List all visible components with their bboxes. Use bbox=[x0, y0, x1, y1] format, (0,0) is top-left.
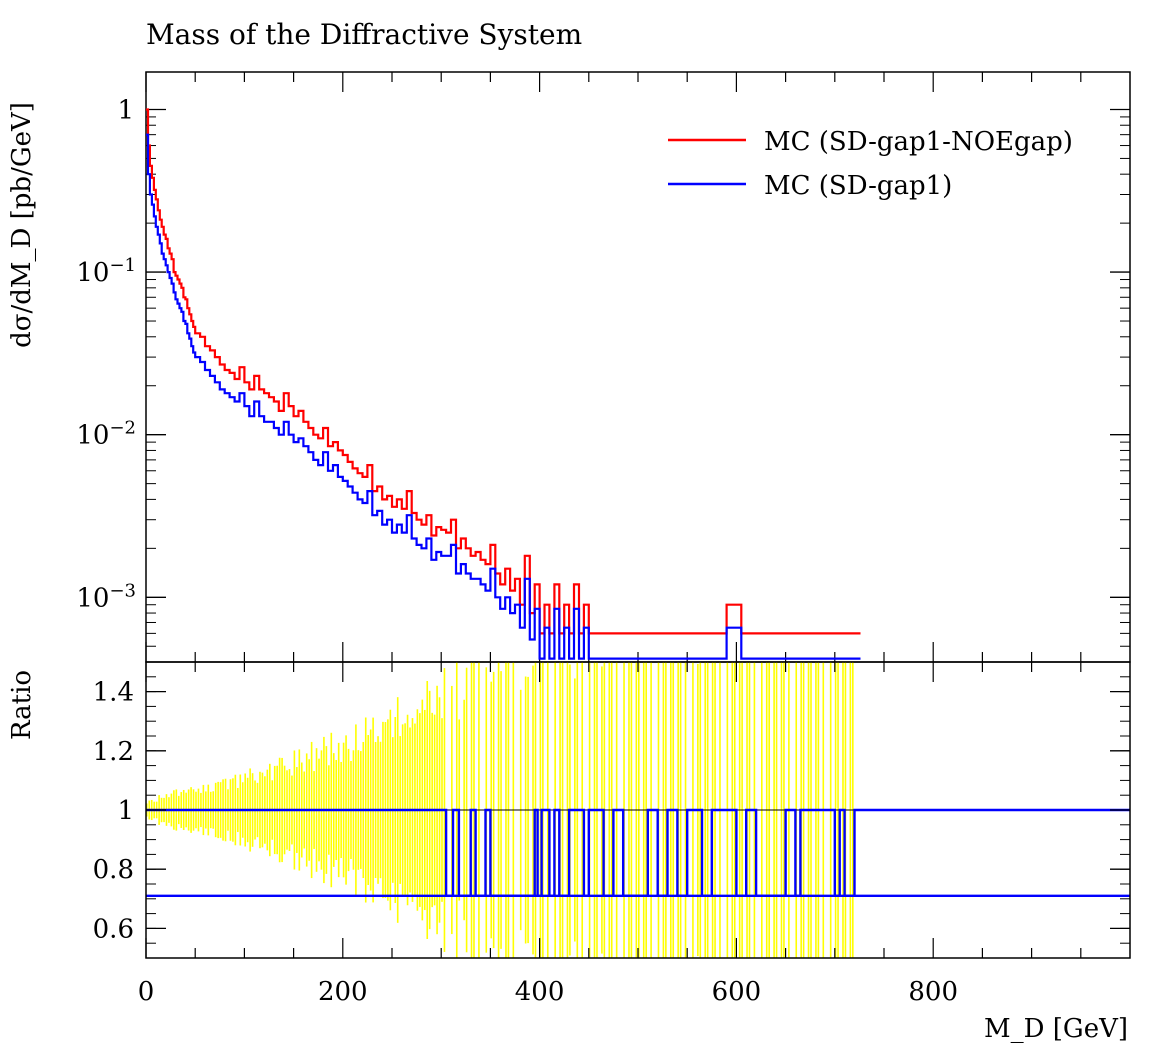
lower-y-tick-label: 1.2 bbox=[93, 737, 134, 767]
lower-y-tick-label: 0.6 bbox=[93, 914, 134, 944]
x-tick-label: 400 bbox=[515, 977, 565, 1007]
lower-ticks: 0.6 0.8 1 1.2 1.4 0 200 400 600 800 bbox=[93, 662, 1130, 1007]
upper-plot-frame bbox=[145, 71, 1131, 663]
upper-series bbox=[146, 108, 861, 660]
upper-y-tick-label: 10−2 bbox=[76, 418, 136, 451]
lower-panel: 0.6 0.8 1 1.2 1.4 0 200 400 600 800 Ratio M_D [Ge… bbox=[7, 661, 1131, 1044]
lower-series bbox=[146, 808, 1130, 897]
series-sd-gap1 bbox=[146, 133, 861, 660]
lower-y-axis-label: Ratio bbox=[7, 670, 37, 740]
x-tick-label: 0 bbox=[138, 977, 155, 1007]
lower-y-tick-label: 1.4 bbox=[93, 678, 134, 708]
lower-y-tick-label: 0.8 bbox=[93, 855, 134, 885]
series-sd-gap1-noegap bbox=[146, 108, 861, 635]
ratio-series-step bbox=[146, 808, 1130, 897]
legend-label-red: MC (SD-gap1-NOEgap) bbox=[764, 127, 1073, 157]
legend: MC (SD-gap1-NOEgap) MC (SD-gap1) bbox=[668, 127, 1073, 201]
x-tick-label: 200 bbox=[318, 977, 368, 1007]
upper-panel: 1 10−1 10−2 10−3 dσ/dM_D [pb/GeV] bbox=[7, 71, 1131, 663]
upper-y-ticks: 1 10−1 10−2 10−3 bbox=[76, 72, 1130, 663]
legend-label-blue: MC (SD-gap1) bbox=[764, 171, 952, 201]
upper-y-tick-label: 10−3 bbox=[76, 580, 136, 613]
upper-y-tick-label: 10−1 bbox=[76, 255, 136, 288]
lower-y-tick-label: 1 bbox=[117, 796, 134, 826]
x-tick-label: 600 bbox=[712, 977, 762, 1007]
x-axis-label: M_D [GeV] bbox=[984, 1014, 1128, 1044]
chart-title: Mass of the Diffractive System bbox=[146, 18, 582, 51]
upper-y-tick-label: 1 bbox=[117, 95, 134, 125]
x-tick-label: 800 bbox=[908, 977, 958, 1007]
upper-y-axis-label: dσ/dM_D [pb/GeV] bbox=[7, 102, 37, 348]
